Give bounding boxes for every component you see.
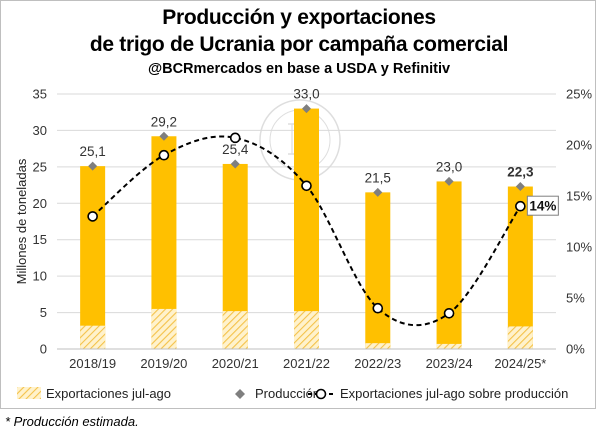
x-tick-label: 2022/23 bbox=[354, 356, 401, 371]
y-tick-label: 35 bbox=[33, 87, 47, 102]
x-tick-label: 2023/24 bbox=[426, 356, 473, 371]
y-tick-label: 5 bbox=[40, 305, 47, 320]
production-data-label: 25,1 bbox=[80, 144, 106, 159]
x-tick-label: 2020/21 bbox=[212, 356, 259, 371]
chart-title-line-1: Producción y exportaciones bbox=[162, 6, 436, 29]
y2-tick-label: 5% bbox=[566, 291, 585, 306]
y-tick-label: 15 bbox=[33, 232, 47, 247]
exports-bar bbox=[151, 308, 177, 349]
ratio-point bbox=[229, 132, 241, 144]
production-data-label: 33,0 bbox=[293, 87, 319, 102]
y-axis-title: Millones de toneladas bbox=[14, 158, 29, 284]
y-tick-label: 0 bbox=[40, 342, 47, 357]
x-tick-label: 2024/25* bbox=[494, 356, 546, 371]
production-bar bbox=[436, 181, 462, 349]
x-tick-label: 2018/19 bbox=[69, 356, 116, 371]
production-bar bbox=[80, 166, 106, 349]
production-data-label: 22,3 bbox=[507, 165, 534, 180]
exports-bar bbox=[365, 343, 391, 349]
y2-tick-label: 10% bbox=[566, 240, 592, 255]
production-marker bbox=[515, 182, 525, 192]
production-marker bbox=[230, 159, 240, 169]
exports-bar bbox=[436, 343, 462, 349]
y-tick-label: 30 bbox=[33, 123, 47, 138]
legend-swatch-exports bbox=[17, 387, 41, 399]
production-data-label: 23,0 bbox=[436, 159, 462, 174]
production-marker bbox=[302, 104, 311, 114]
ratio-point bbox=[87, 211, 98, 222]
exports-bar bbox=[294, 311, 319, 349]
x-tick-label: 2021/22 bbox=[283, 356, 330, 371]
exports-bar bbox=[507, 326, 533, 349]
y2-tick-label: 0% bbox=[566, 342, 585, 357]
production-marker bbox=[88, 161, 98, 171]
production-bar bbox=[365, 192, 391, 349]
production-marker bbox=[444, 176, 454, 186]
production-data-label: 21,5 bbox=[365, 170, 391, 185]
chart-area: 25,1 29,2 25,4 33,0 21,5 23,0 22,3 14% 0 5 10 15 20… bbox=[14, 87, 592, 402]
ratio-point bbox=[301, 180, 312, 192]
production-marker bbox=[373, 187, 383, 197]
legend-swatch-ratio-point bbox=[315, 388, 327, 400]
ratio-data-label: 14% bbox=[529, 199, 556, 214]
ratio-point bbox=[443, 307, 455, 319]
ratio-callout-box bbox=[526, 195, 559, 216]
y-tick-label: 25 bbox=[33, 159, 47, 174]
footnote: * Producción estimada. bbox=[5, 414, 139, 429]
ratio-point bbox=[158, 149, 170, 161]
production-marker bbox=[159, 131, 169, 141]
x-tick-label: 2019/20 bbox=[140, 356, 187, 371]
production-data-label: 29,2 bbox=[151, 114, 177, 129]
ratio-point bbox=[515, 200, 526, 212]
exports-bar bbox=[222, 311, 248, 349]
chart-subtitle: @BCRmercados en base a USDA y Refinitiv bbox=[147, 61, 451, 77]
legend-label-ratio: Exportaciones jul-ago sobre producción bbox=[340, 386, 568, 401]
y2-tick-label: 25% bbox=[566, 87, 592, 102]
y-tick-label: 10 bbox=[33, 269, 47, 284]
legend-swatch-production bbox=[235, 389, 245, 399]
exports-bar bbox=[80, 325, 106, 349]
legend-label-exports: Exportaciones jul-ago bbox=[46, 386, 171, 401]
chart-title-line-2: de trigo de Ucrania por campaña comercia… bbox=[89, 33, 509, 56]
production-bar bbox=[294, 108, 319, 349]
ratio-point bbox=[372, 302, 384, 314]
y2-tick-label: 15% bbox=[566, 189, 592, 204]
production-data-label: 25,4 bbox=[222, 142, 249, 157]
y2-tick-label: 20% bbox=[566, 138, 592, 153]
y-tick-label: 20 bbox=[33, 196, 47, 211]
legend-label-production: Producción bbox=[255, 386, 320, 401]
